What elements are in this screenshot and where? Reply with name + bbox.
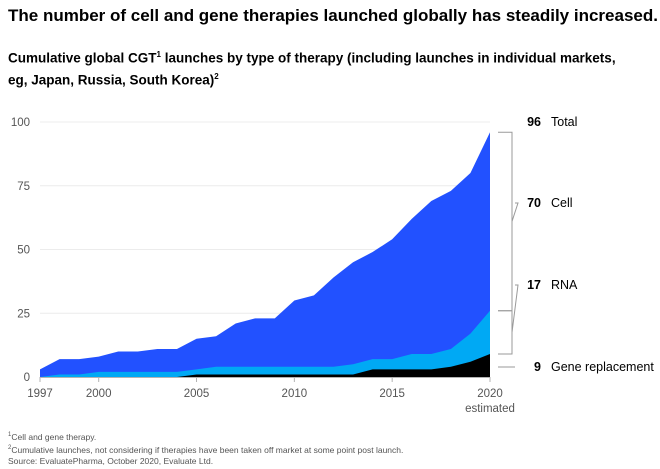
footnote-1-mark: 1 xyxy=(8,432,12,438)
headline: The number of cell and gene therapies la… xyxy=(8,6,658,25)
area-gene-replacement xyxy=(40,354,490,377)
y-tick-label-75: 75 xyxy=(17,181,30,193)
end-label-cell: Cell xyxy=(551,196,573,210)
y-tick-label-0: 0 xyxy=(24,372,30,384)
end-label-total: Total xyxy=(551,115,577,129)
x-tick-label-2015: 2015 xyxy=(379,388,405,400)
x-tick-label-2005: 2005 xyxy=(184,388,210,400)
end-value-total: 96 xyxy=(527,115,541,129)
end-value-cell: 70 xyxy=(527,196,541,210)
axes: 0 25 50 75 100 1997 2000 2005 2010 2015 2020 estima… xyxy=(11,117,515,415)
area-cell xyxy=(40,132,490,377)
connector-rna xyxy=(498,284,519,355)
y-tick-label-50: 50 xyxy=(17,245,30,257)
subtitle-footnote-mark-2: 2 xyxy=(214,71,219,81)
footnotes: 1Cell and gene therapy. 2Cumulative laun… xyxy=(8,430,403,467)
footnote-2-mark: 2 xyxy=(8,444,12,451)
chart-subtitle: Cumulative global CGT1 launches by type … xyxy=(8,46,628,89)
end-label-rna: RNA xyxy=(551,278,578,292)
x-tick-label-1997: 1997 xyxy=(27,388,53,400)
end-label-gene-replacement: Gene replacement xyxy=(551,360,654,374)
y-tick-label-25: 25 xyxy=(17,308,30,320)
x-tick-sublabel: estimated xyxy=(465,403,515,415)
x-tick-label-2020: 2020 xyxy=(477,388,503,400)
footnote-1: 1Cell and gene therapy. xyxy=(8,430,403,443)
x-tick-label-2000: 2000 xyxy=(86,388,112,400)
area-rna xyxy=(40,310,490,377)
connector-cell xyxy=(498,131,519,312)
source-note: Source: EvaluatePharma, October 2020, Ev… xyxy=(8,455,214,466)
subtitle-text: Cumulative global CGT xyxy=(8,50,157,66)
area-chart: 0 25 50 75 100 1997 2000 2005 2010 2015 2020 estima… xyxy=(11,115,655,415)
subtitle-footnote-mark-1: 1 xyxy=(156,50,161,59)
footnote-2: 2Cumulative launches, not considering if… xyxy=(8,443,403,456)
y-tick-label-100: 100 xyxy=(11,117,30,129)
series-end-labels: 96 Total 70 Cell 17 RNA 9 Gene replacement xyxy=(498,115,654,374)
footnote-1-text: Cell and gene therapy. xyxy=(11,431,97,442)
area-series xyxy=(40,132,490,377)
footnote-2-text: Cumulative launches, not considering if … xyxy=(11,444,404,455)
end-value-rna: 17 xyxy=(527,278,541,292)
end-value-gene-replacement: 9 xyxy=(534,360,541,374)
subtitle-text-2: launches by type of therapy (including l… xyxy=(8,50,616,88)
x-tick-label-2010: 2010 xyxy=(282,388,308,400)
